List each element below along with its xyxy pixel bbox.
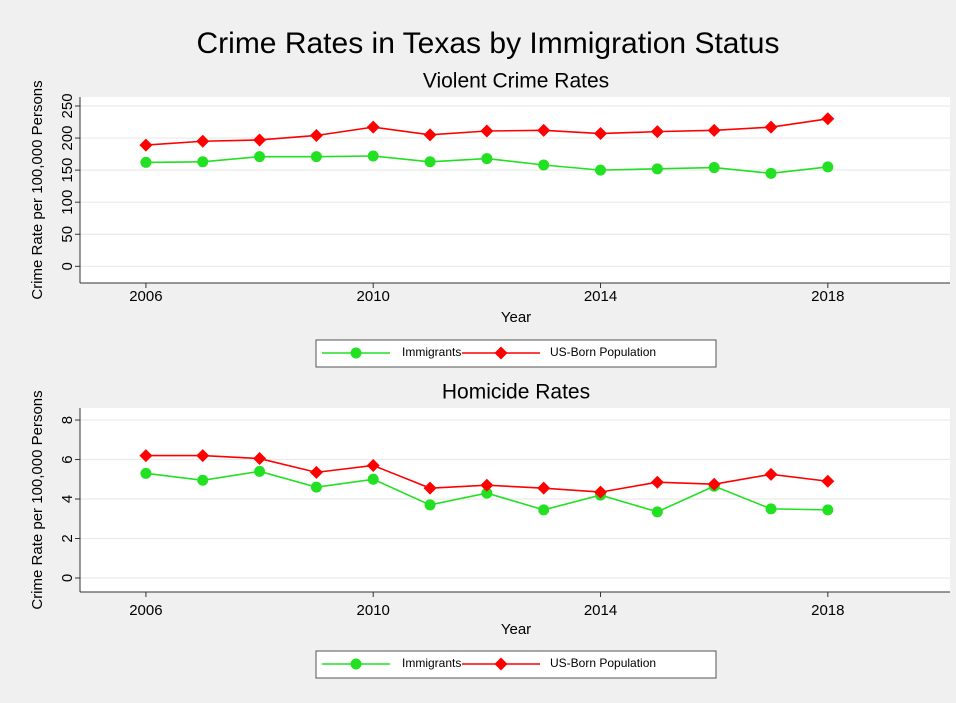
- legend-marker: [494, 346, 508, 360]
- x-tick-label: 2010: [357, 288, 390, 305]
- marker: [764, 467, 778, 481]
- y-axis-label: Crime Rate per 100,000 Persons: [29, 80, 46, 299]
- marker: [821, 474, 835, 488]
- plot-area: [80, 97, 950, 283]
- marker: [253, 452, 267, 466]
- marker: [254, 465, 266, 477]
- legend-marker: [350, 658, 362, 670]
- marker: [367, 473, 379, 485]
- panel-title: Violent Crime Rates: [423, 70, 609, 93]
- marker: [309, 465, 323, 479]
- marker: [197, 156, 209, 168]
- x-tick-label: 2014: [584, 288, 617, 305]
- marker: [366, 458, 380, 472]
- y-tick-label: 8: [59, 416, 76, 424]
- marker: [481, 153, 493, 165]
- marker: [196, 134, 210, 148]
- marker: [537, 481, 551, 495]
- y-tick-label: 200: [59, 126, 76, 151]
- x-axis-label: Year: [501, 621, 531, 638]
- y-tick-label: 100: [59, 190, 76, 215]
- x-tick-label: 2018: [811, 288, 844, 305]
- marker: [651, 506, 663, 518]
- marker: [538, 504, 550, 516]
- y-tick-label: 150: [59, 158, 76, 183]
- marker: [650, 475, 664, 489]
- legend-marker: [494, 657, 508, 671]
- legend-label: Immigrants: [402, 656, 461, 670]
- x-tick-label: 2010: [357, 602, 390, 619]
- marker: [197, 474, 209, 486]
- x-tick-label: 2006: [129, 288, 162, 305]
- legend-label: US-Born Population: [550, 345, 656, 359]
- marker: [423, 128, 437, 142]
- marker: [822, 504, 834, 516]
- y-tick-label: 6: [59, 455, 76, 463]
- marker: [309, 128, 323, 142]
- main-title: Crime Rates in Texas by Immigration Stat…: [197, 27, 780, 60]
- marker: [253, 133, 267, 147]
- marker: [480, 124, 494, 138]
- marker: [140, 156, 152, 168]
- marker: [424, 156, 436, 168]
- panel-title: Homicide Rates: [442, 381, 590, 404]
- marker: [594, 127, 608, 141]
- y-tick-label: 50: [59, 226, 76, 243]
- marker: [310, 481, 322, 493]
- y-tick-label: 2: [59, 534, 76, 542]
- marker: [764, 120, 778, 134]
- marker: [651, 163, 663, 175]
- legend-label: US-Born Population: [550, 656, 656, 670]
- marker: [366, 120, 380, 134]
- y-axis-label: Crime Rate per 100,000 Persons: [29, 390, 46, 609]
- marker: [424, 499, 436, 511]
- x-axis-label: Year: [501, 309, 531, 326]
- marker: [707, 123, 721, 137]
- marker: [367, 150, 379, 162]
- marker: [537, 123, 551, 137]
- x-tick-label: 2018: [811, 602, 844, 619]
- legend-label: Immigrants: [402, 345, 461, 359]
- legend-marker: [350, 347, 362, 359]
- y-tick-label: 0: [59, 574, 76, 582]
- x-tick-label: 2014: [584, 602, 617, 619]
- marker: [708, 162, 720, 174]
- marker: [595, 164, 607, 176]
- marker: [254, 151, 266, 163]
- marker: [822, 161, 834, 173]
- y-tick-label: 250: [59, 93, 76, 118]
- marker: [480, 478, 494, 492]
- plot-area: [80, 408, 950, 592]
- marker: [707, 477, 721, 491]
- marker: [140, 467, 152, 479]
- marker: [594, 485, 608, 499]
- marker: [650, 125, 664, 139]
- marker: [196, 449, 210, 463]
- marker: [139, 138, 153, 152]
- marker: [310, 151, 322, 163]
- marker: [139, 449, 153, 463]
- marker: [538, 159, 550, 171]
- marker: [481, 487, 493, 499]
- marker: [423, 481, 437, 495]
- y-tick-label: 0: [59, 262, 76, 270]
- x-tick-label: 2006: [129, 602, 162, 619]
- marker: [821, 112, 835, 126]
- y-tick-label: 4: [59, 495, 76, 503]
- marker: [765, 167, 777, 179]
- marker: [765, 503, 777, 515]
